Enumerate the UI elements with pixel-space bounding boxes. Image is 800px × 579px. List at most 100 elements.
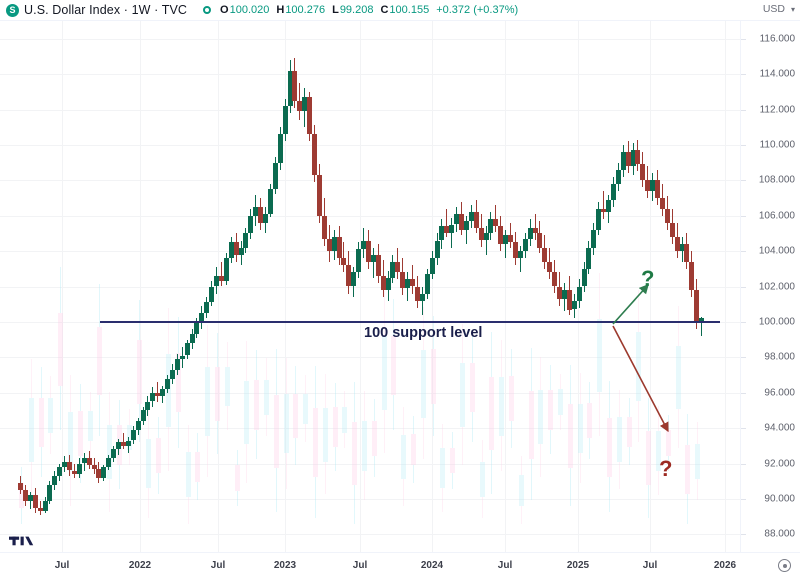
ghost-candlestick <box>28 21 34 552</box>
price-axis-tick: 110.000 <box>759 139 795 151</box>
candle-body <box>179 355 185 359</box>
price-axis[interactable]: 116.000 114.000 112.000 110.000 108.000 106.0… <box>740 21 800 552</box>
ghost-body <box>195 451 201 483</box>
candlestick <box>439 21 445 552</box>
ghost-candlestick <box>656 21 661 552</box>
gridline-horizontal <box>0 286 740 288</box>
candle-body <box>463 221 469 230</box>
ghost-wick <box>197 433 199 501</box>
candlestick <box>655 21 660 552</box>
ghost-wick <box>677 306 679 448</box>
candlestick <box>659 21 665 552</box>
ghost-candlestick <box>607 21 612 552</box>
candle-body <box>71 470 77 475</box>
candle-body <box>111 449 117 459</box>
ghost-wick <box>285 357 287 489</box>
price-axis-tick: 92.000 <box>764 458 795 469</box>
price-axis-tickmark <box>741 321 746 323</box>
ohlc-label-h: H <box>276 4 285 16</box>
chart-plot-area[interactable]: 100 support level ? ? <box>0 21 740 552</box>
price-axis-tickmark <box>741 180 746 182</box>
candle-body <box>645 180 651 191</box>
ghost-body <box>303 393 309 424</box>
candle-body <box>277 134 283 163</box>
candlestick <box>47 21 53 552</box>
support-level-label: 100 support level <box>364 324 483 341</box>
candle-body <box>395 261 401 273</box>
ghost-body <box>97 326 103 395</box>
candle-body <box>566 290 572 310</box>
ohlc-label-o: O <box>220 4 229 16</box>
ghost-candlestick <box>195 21 201 552</box>
candlestick <box>606 21 611 552</box>
ghost-body <box>107 425 113 480</box>
ghost-wick <box>79 383 81 483</box>
candle-body <box>684 244 690 262</box>
candle-body <box>101 467 107 478</box>
candlestick <box>267 21 273 552</box>
ghost-candlestick <box>489 21 495 552</box>
time-axis[interactable]: Jul 2022 Jul 2023 Jul 2024 Jul 2025 Jul 2026 <box>0 552 800 579</box>
candle-body <box>625 152 631 167</box>
candle-body <box>155 392 161 397</box>
candle-body <box>434 240 440 259</box>
ghost-wick <box>550 365 552 454</box>
ghost-body <box>391 335 397 395</box>
ghost-candlestick <box>381 21 387 552</box>
candlestick <box>228 21 234 552</box>
candle-body <box>243 233 249 248</box>
ghost-wick <box>569 364 571 507</box>
ghost-candlestick <box>205 21 211 552</box>
ghost-candlestick <box>273 21 279 552</box>
candle-body <box>468 212 474 222</box>
candle-body <box>610 183 616 200</box>
ghost-body <box>665 430 671 456</box>
candle-body <box>169 369 175 379</box>
crosshair-settings-icon[interactable] <box>778 559 791 572</box>
candlestick <box>478 21 484 552</box>
candle-wick <box>157 382 159 402</box>
ghost-body <box>332 407 338 448</box>
candle-body <box>321 215 327 239</box>
candlestick <box>542 21 548 552</box>
candlestick <box>248 21 254 552</box>
ghost-candlestick <box>175 21 181 552</box>
ghost-wick <box>520 456 522 524</box>
candlestick <box>326 21 332 552</box>
candlestick <box>27 21 33 552</box>
candle-body <box>689 261 695 290</box>
ghost-candlestick <box>499 21 505 552</box>
ghost-candlestick <box>107 21 113 552</box>
ghost-wick <box>667 414 669 472</box>
tradingview-logo-icon[interactable] <box>9 532 35 547</box>
ghost-body <box>646 431 652 486</box>
price-axis-tick: 98.000 <box>764 351 795 363</box>
currency-selector[interactable]: USD ▾ <box>763 3 795 15</box>
ghost-wick <box>432 315 434 437</box>
candlestick <box>169 21 175 552</box>
ghost-candlestick <box>567 21 573 552</box>
ghost-candlestick <box>87 21 93 552</box>
candlestick <box>410 21 415 552</box>
candlestick <box>135 21 141 552</box>
candlestick <box>395 21 401 552</box>
candlestick <box>444 21 450 552</box>
candle-body <box>699 318 705 322</box>
symbol-title[interactable]: U.S. Dollar Index · 1W · TVC <box>24 3 188 17</box>
bullish-question-mark: ? <box>641 266 655 291</box>
candle-body <box>331 236 337 252</box>
ghost-body <box>19 482 24 509</box>
gridline-horizontal <box>0 463 740 465</box>
ghost-wick <box>138 300 140 442</box>
ghost-wick <box>579 373 581 483</box>
support-level-line[interactable] <box>100 320 720 323</box>
candlestick <box>18 21 23 552</box>
candle-body <box>67 461 72 471</box>
candle-body <box>512 242 518 259</box>
candlestick <box>116 21 121 552</box>
candle-body <box>125 440 131 446</box>
candlestick <box>22 21 28 552</box>
candle-wick <box>701 316 703 337</box>
ghost-body <box>656 430 661 471</box>
candle-body <box>47 484 53 501</box>
